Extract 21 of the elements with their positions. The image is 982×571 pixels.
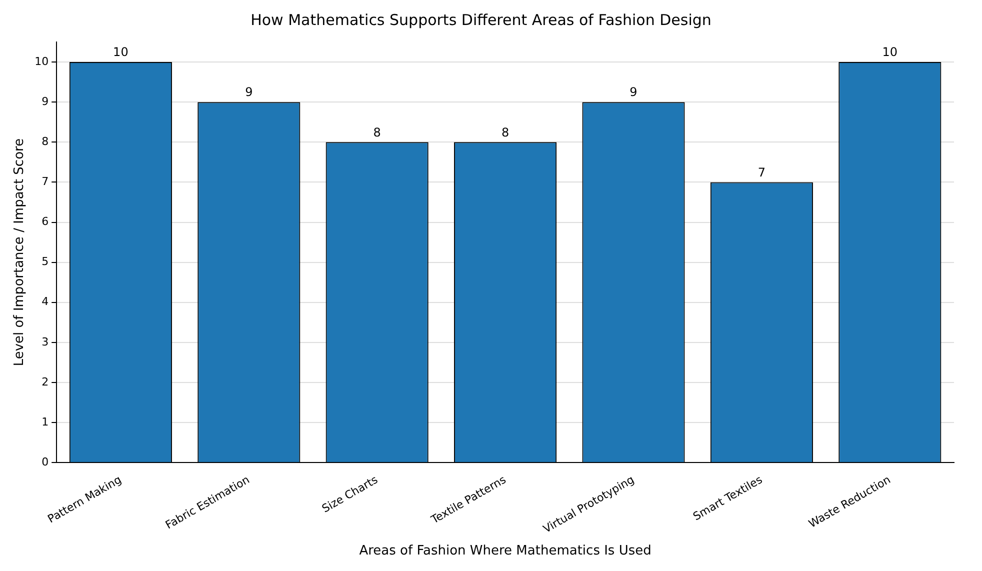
y-tick-label: 1	[42, 415, 49, 428]
y-tick-label: 7	[42, 175, 49, 188]
data-label: 7	[758, 165, 766, 180]
y-tick-label: 6	[42, 215, 49, 228]
y-tick-label: 9	[42, 94, 49, 108]
y-tick-label: 10	[34, 54, 49, 68]
data-label: 8	[373, 125, 381, 140]
y-axis-title: Level of Importance / Impact Score	[12, 138, 28, 366]
x-axis-title: Areas of Fashion Where Mathematics Is Used	[359, 544, 652, 559]
data-label: 10	[882, 45, 898, 60]
y-tick-label: 0	[42, 455, 49, 468]
y-tick-label: 2	[42, 375, 49, 388]
y-tick-label: 4	[42, 295, 49, 308]
chart-title: How Mathematics Supports Different Areas of Fashion Design	[250, 10, 712, 29]
data-label: 8	[501, 125, 510, 140]
data-label: 9	[630, 85, 638, 100]
data-label: 10	[113, 45, 128, 60]
data-label: 9	[245, 85, 253, 100]
y-tick-label: 5	[42, 255, 49, 268]
y-tick-label: 8	[42, 135, 49, 148]
y-tick-label: 3	[42, 335, 49, 348]
